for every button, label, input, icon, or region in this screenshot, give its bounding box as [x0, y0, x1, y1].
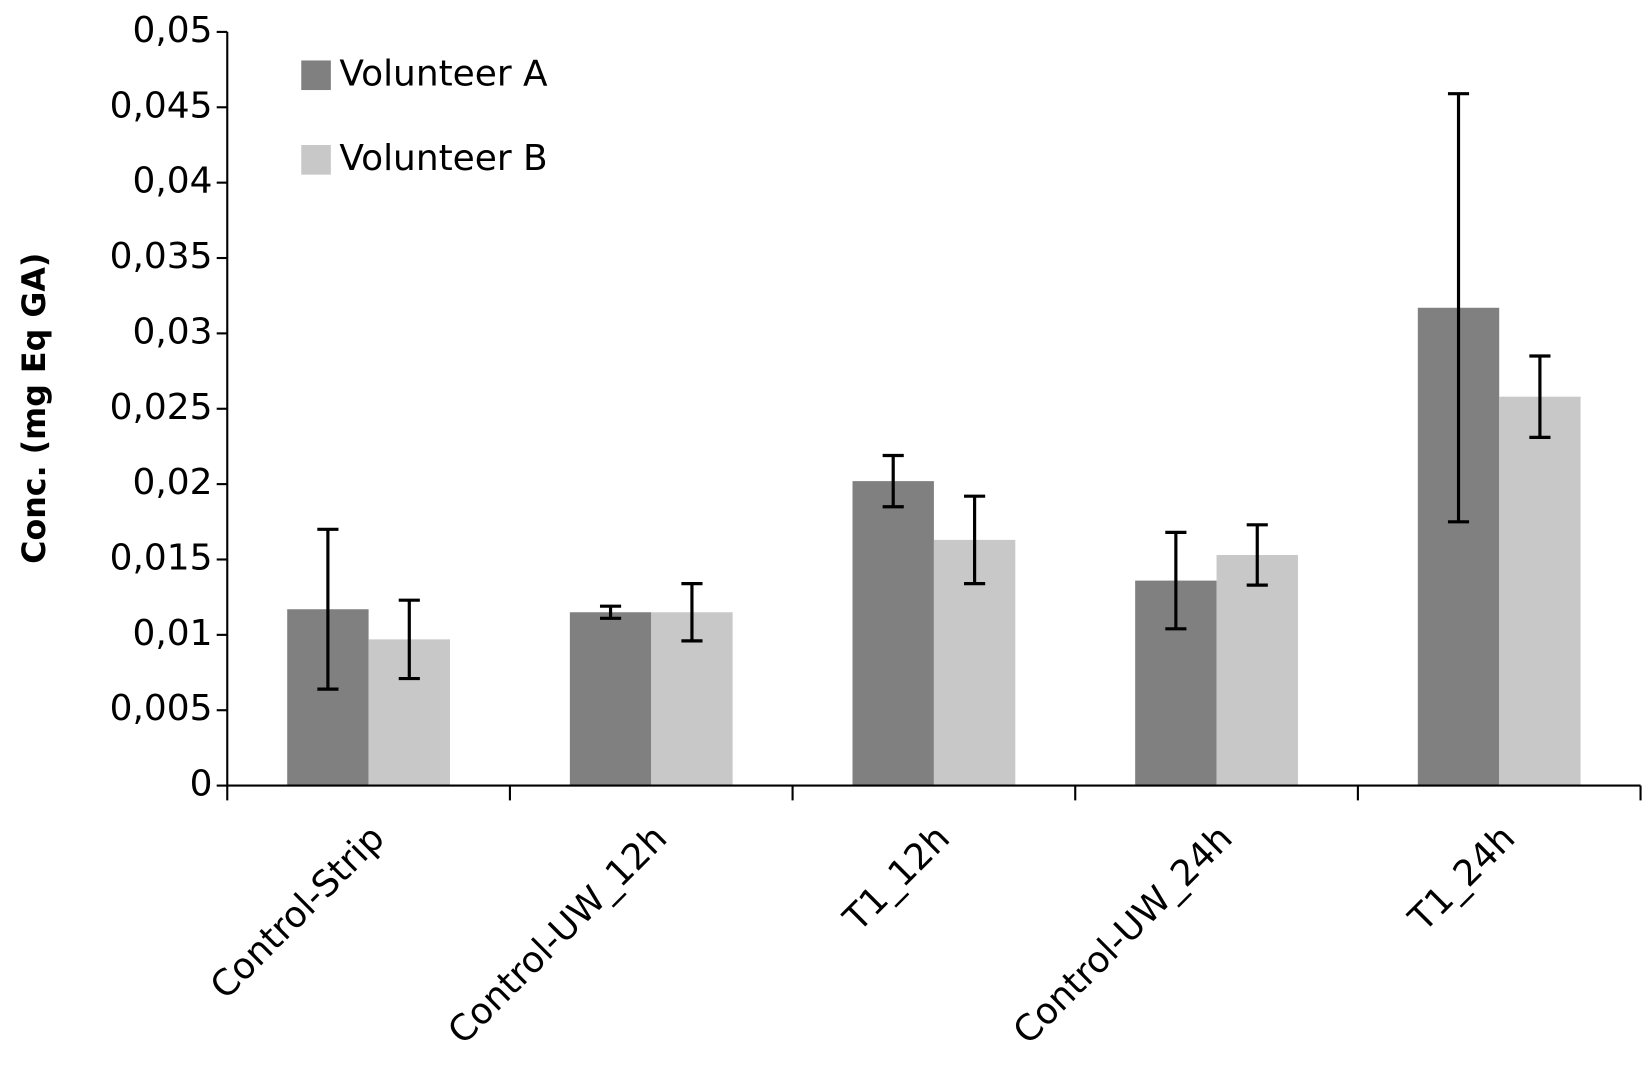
y-tick-label: 0 — [190, 764, 213, 805]
y-tick-label: 0,05 — [132, 10, 212, 51]
bar — [569, 612, 652, 786]
error-bar — [1529, 354, 1551, 439]
x-tick-label: Control-UW_24h — [1006, 818, 1241, 1053]
y-tick-label: 0,035 — [110, 236, 213, 277]
legend-swatch — [301, 60, 331, 91]
error-bar — [317, 527, 339, 691]
error-bar — [882, 453, 904, 509]
y-tick-label: 0,025 — [110, 387, 213, 428]
error-bar — [964, 494, 986, 586]
y-tick-label: 0,02 — [132, 462, 212, 503]
y-tick-label: 0,04 — [132, 161, 212, 202]
error-bar — [398, 598, 420, 681]
error-bar — [599, 604, 622, 620]
legend-swatch — [301, 145, 331, 175]
bar — [1499, 396, 1581, 786]
x-tick-label: T1_24h — [1401, 818, 1523, 940]
y-axis-title: Conc. (mg Eq GA) — [17, 253, 53, 564]
legend-label: Volunteer A — [339, 53, 548, 94]
error-bar — [1246, 523, 1268, 587]
error-bar — [1165, 530, 1187, 631]
x-tick-label: Control-Strip — [203, 818, 393, 1008]
y-tick-label: 0,015 — [110, 537, 213, 578]
error-bar — [681, 582, 703, 643]
bar — [852, 481, 934, 786]
y-tick-label: 0,03 — [132, 311, 212, 352]
error-bar — [1447, 92, 1470, 524]
y-tick-label: 0,045 — [110, 85, 213, 126]
bar — [1216, 554, 1298, 786]
legend-label: Volunteer B — [339, 138, 547, 179]
y-tick-label: 0,01 — [132, 613, 212, 654]
x-tick-label: Control-UW_12h — [440, 818, 675, 1053]
x-tick-label: T1_12h — [835, 818, 957, 940]
y-tick-label: 0,005 — [110, 688, 213, 729]
